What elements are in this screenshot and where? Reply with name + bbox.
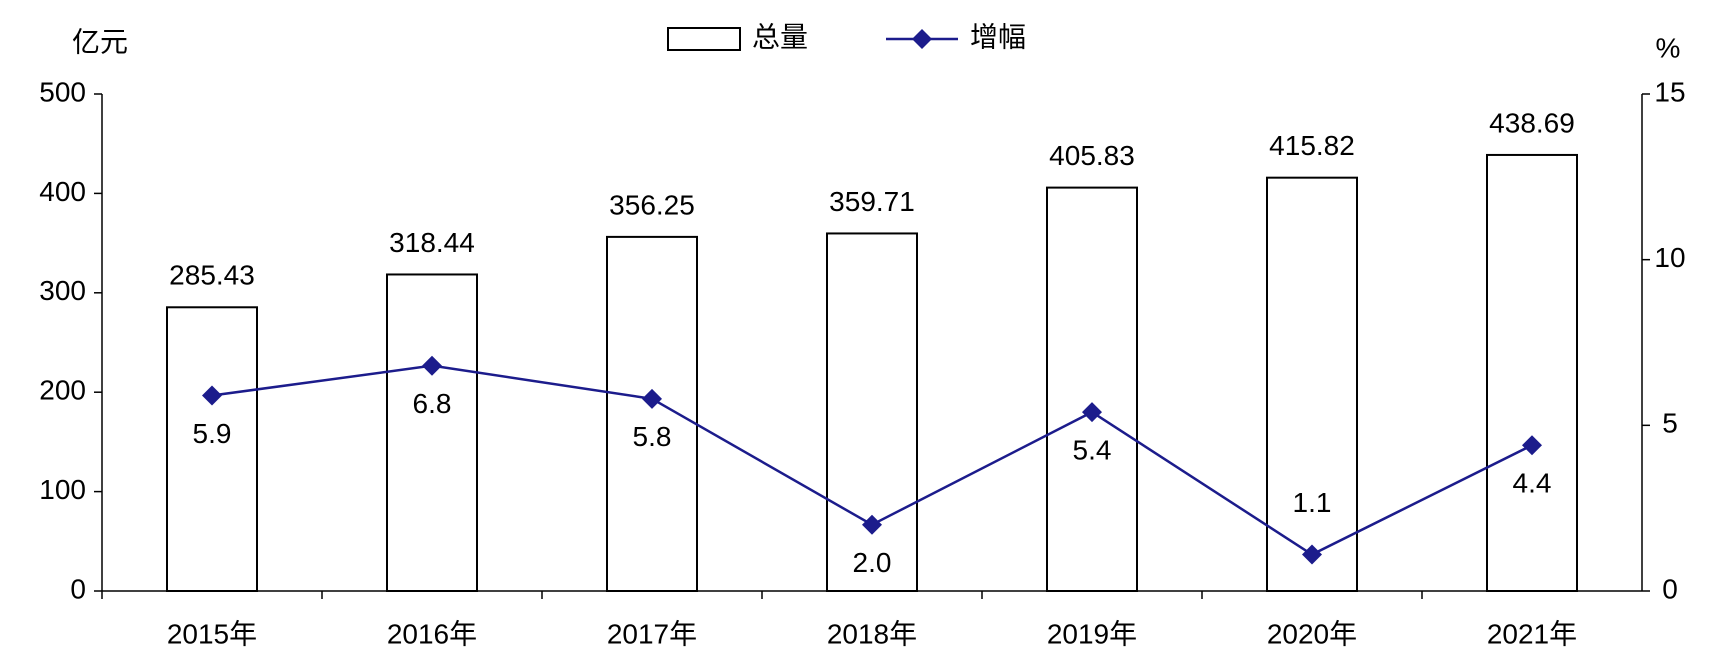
x-tick-label: 2016年 (387, 618, 477, 649)
legend-swatch (667, 27, 741, 51)
line-value-label: 5.9 (193, 418, 232, 449)
x-tick-label: 2015年 (167, 618, 257, 649)
line-marker (422, 355, 442, 376)
x-tick-label: 2021年 (1487, 618, 1577, 649)
line-marker (202, 385, 222, 406)
x-tick-label: 2020年 (1267, 618, 1357, 649)
x-tick-label: 2017年 (607, 618, 697, 649)
line-marker (1522, 435, 1542, 456)
y2-axis-label: % (1656, 32, 1681, 63)
line-value-label: 5.8 (633, 421, 672, 452)
bar-value-label: 415.82 (1269, 130, 1355, 161)
y-tick-label: 0 (70, 573, 86, 604)
x-tick-label: 2018年 (827, 618, 917, 649)
bar-value-label: 405.83 (1049, 140, 1135, 171)
y2-tick-label: 10 (1654, 242, 1685, 273)
y-axis-label: 亿元 (72, 26, 128, 57)
y-tick-label: 400 (39, 176, 86, 207)
line-marker (1302, 544, 1322, 565)
line-marker (862, 514, 882, 535)
y2-tick-label: 5 (1662, 408, 1678, 439)
bar-value-label: 359.71 (829, 186, 915, 217)
line-marker (642, 388, 662, 409)
bar (606, 235, 698, 592)
bar-value-label: 318.44 (389, 227, 475, 258)
bar (1486, 153, 1578, 592)
bar-value-label: 285.43 (169, 260, 255, 291)
line-value-label: 5.4 (1073, 434, 1112, 465)
y-tick-label: 500 (39, 76, 86, 107)
bar-value-label: 356.25 (609, 189, 695, 220)
y-tick-label: 300 (39, 275, 86, 306)
bar (1266, 176, 1358, 592)
legend-label: 总量 (752, 21, 808, 52)
y-tick-label: 100 (39, 474, 86, 505)
x-tick-label: 2019年 (1047, 618, 1137, 649)
y2-tick-label: 15 (1654, 76, 1685, 107)
y2-tick-label: 0 (1662, 573, 1678, 604)
line-value-label: 4.4 (1513, 468, 1552, 499)
y-tick-label: 200 (39, 375, 86, 406)
line-marker (1082, 402, 1102, 423)
bar-value-label: 438.69 (1489, 107, 1575, 138)
legend-label: 增幅 (970, 21, 1026, 52)
line-value-label: 1.1 (1293, 487, 1332, 518)
line-value-label: 6.8 (413, 388, 452, 419)
line-value-label: 2.0 (853, 547, 892, 578)
bar (826, 232, 918, 592)
bar (166, 306, 258, 592)
bar (386, 273, 478, 592)
bar (1046, 186, 1138, 592)
legend-marker (912, 29, 932, 49)
